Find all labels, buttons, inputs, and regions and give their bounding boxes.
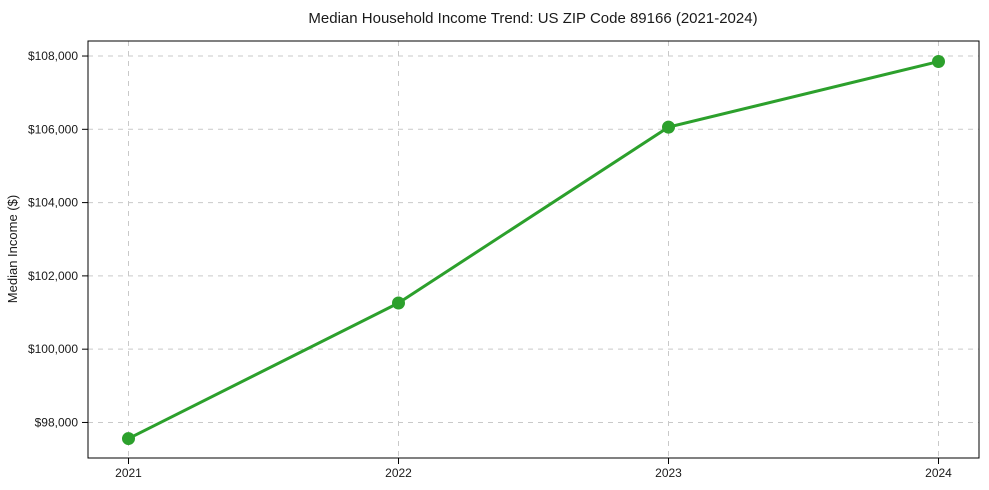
x-tick-label: 2021 — [115, 466, 142, 480]
x-tick-label: 2022 — [385, 466, 412, 480]
series-layer — [122, 55, 945, 446]
y-tick-label: $108,000 — [28, 49, 78, 63]
data-point — [662, 120, 675, 134]
trend-line — [127, 60, 940, 441]
axis-layer — [82, 40, 980, 464]
y-tick-label: $102,000 — [28, 269, 78, 283]
y-tick-label: $106,000 — [28, 122, 78, 136]
plot-frame — [87, 40, 980, 459]
y-tick-label: $100,000 — [28, 342, 78, 356]
data-point — [122, 432, 135, 446]
x-tick-label: 2023 — [655, 466, 682, 480]
y-tick-label: $98,000 — [35, 415, 79, 429]
x-tick-label: 2024 — [925, 466, 952, 480]
y-tick-label: $104,000 — [28, 196, 78, 210]
grid-layer — [88, 41, 979, 458]
data-point — [932, 55, 945, 69]
chart-title: Median Household Income Trend: US ZIP Co… — [308, 10, 757, 27]
tick-label-layer: $98,000 $100,000 $102,000 $104,000 $106,000 $… — [28, 49, 952, 480]
y-axis-label: Median Income ($) — [5, 195, 20, 303]
data-point — [392, 296, 405, 310]
